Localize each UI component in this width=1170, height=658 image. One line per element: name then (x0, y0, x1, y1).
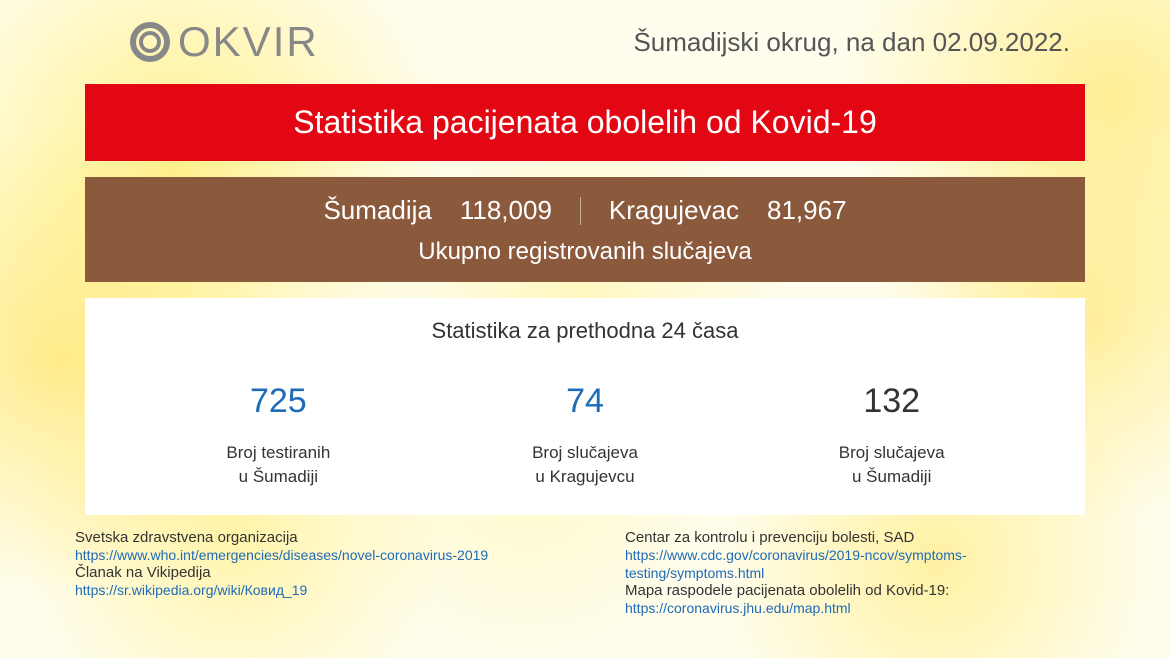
main-container: OKVIR Šumadijski okrug, na dan 02.09.202… (0, 0, 1170, 658)
region2-label: Kragujevac (609, 195, 739, 226)
stat-col-2: 132 Broj slučajeva u Šumadiji (738, 382, 1045, 489)
date-value: 02.09.2022. (933, 27, 1070, 57)
logo: OKVIR (130, 18, 319, 66)
stat-label-1: Broj slučajeva u Kragujevcu (432, 441, 739, 489)
stat-value-2: 132 (738, 382, 1045, 421)
logo-text: OKVIR (178, 18, 319, 66)
region1-label: Šumadija (323, 195, 431, 226)
brown-subtitle: Ukupno registrovanih slučajeva (85, 238, 1085, 266)
footer-left-link-1[interactable]: https://sr.wikipedia.org/wiki/Ковид_19 (75, 581, 545, 599)
footer-right-link-1[interactable]: https://coronavirus.jhu.edu/map.html (625, 599, 1095, 617)
brown-totals-row: Šumadija 118,009 Kragujevac 81,967 (85, 195, 1085, 226)
footer-right-title-1: Mapa raspodele pacijenata obolelih od Ko… (625, 582, 1095, 599)
footer-left-link-0[interactable]: https://www.who.int/emergencies/diseases… (75, 546, 545, 564)
logo-icon (130, 22, 170, 62)
brown-box: Šumadija 118,009 Kragujevac 81,967 Ukupn… (85, 177, 1085, 282)
footer-right-link-0[interactable]: https://www.cdc.gov/coronavirus/2019-nco… (625, 546, 1095, 582)
footer-left-col: Svetska zdravstvena organizacija https:/… (75, 529, 545, 618)
stat-value-0: 725 (125, 382, 432, 421)
date-info: Šumadijski okrug, na dan 02.09.2022. (633, 27, 1130, 58)
footer-left-title-0: Svetska zdravstvena organizacija (75, 529, 545, 546)
white-box-title: Statistika za prethodna 24 časa (85, 318, 1085, 344)
footer-right-col: Centar za kontrolu i prevenciju bolesti,… (625, 529, 1095, 618)
white-box: Statistika za prethodna 24 časa 725 Broj… (85, 298, 1085, 515)
stat-col-0: 725 Broj testiranih u Šumadiji (125, 382, 432, 489)
red-banner-text: Statistika pacijenata obolelih od Kovid-… (293, 104, 876, 140)
region2-value: 81,967 (767, 195, 847, 226)
stat-col-1: 74 Broj slučajeva u Kragujevcu (432, 382, 739, 489)
header-row: OKVIR Šumadijski okrug, na dan 02.09.202… (0, 0, 1170, 66)
footer-links: Svetska zdravstvena organizacija https:/… (0, 515, 1170, 618)
region-prefix: Šumadijski okrug, na dan (633, 27, 932, 57)
footer-left-title-1: Članak na Vikipedija (75, 564, 545, 581)
divider (580, 197, 581, 225)
footer-right-title-0: Centar za kontrolu i prevenciju bolesti,… (625, 529, 1095, 546)
stats-row: 725 Broj testiranih u Šumadiji 74 Broj s… (85, 382, 1085, 489)
stat-value-1: 74 (432, 382, 739, 421)
region1-value: 118,009 (460, 195, 552, 226)
red-banner: Statistika pacijenata obolelih od Kovid-… (85, 84, 1085, 161)
stat-label-2: Broj slučajeva u Šumadiji (738, 441, 1045, 489)
stat-label-0: Broj testiranih u Šumadiji (125, 441, 432, 489)
